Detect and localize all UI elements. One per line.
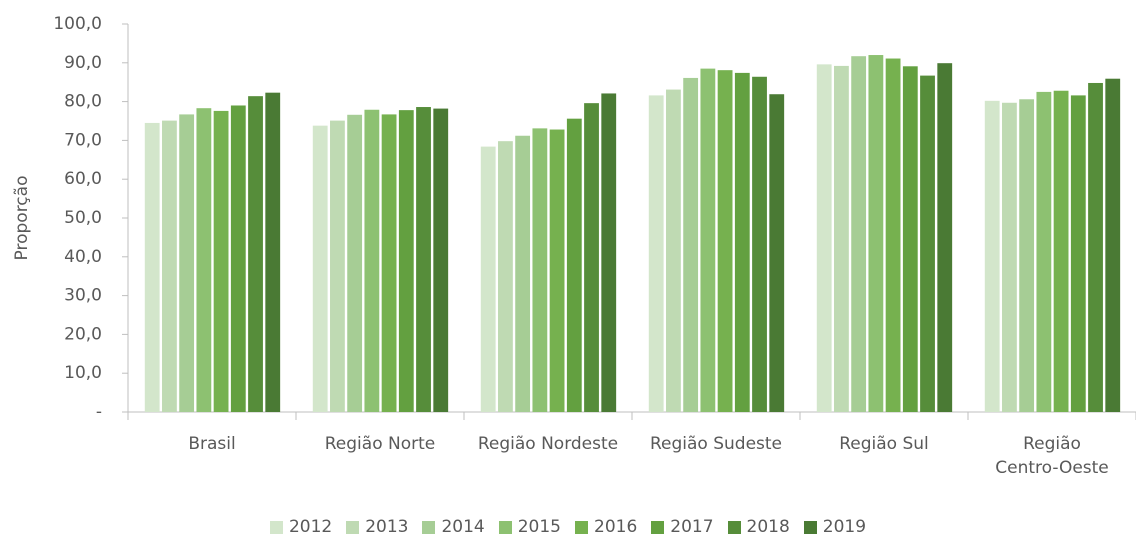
bar: [601, 93, 617, 413]
legend-swatch: [651, 520, 665, 534]
bar: [700, 68, 716, 413]
bar: [196, 108, 212, 413]
y-tick-label: 70,0: [64, 130, 102, 150]
bar: [480, 146, 496, 412]
bar: [498, 141, 513, 412]
bar: [683, 77, 699, 412]
bar: [769, 94, 785, 412]
bar: [330, 120, 345, 412]
bar: [566, 118, 582, 412]
legend-item: 2013: [346, 517, 408, 537]
bar: [851, 56, 867, 412]
legend-swatch: [346, 520, 360, 534]
legend-swatch: [803, 520, 817, 534]
bar: [1053, 90, 1069, 413]
legend-item: 2014: [422, 517, 485, 537]
y-tick-label: 90,0: [64, 53, 102, 73]
y-tick-label: 20,0: [64, 324, 102, 344]
y-tick-label: 30,0: [64, 286, 102, 306]
y-tick-label: 60,0: [64, 169, 102, 189]
y-tick-label: -: [96, 402, 102, 422]
bar: [1105, 78, 1121, 412]
bar: [248, 96, 263, 412]
bar: [230, 105, 246, 412]
bar: [515, 135, 531, 412]
bar: [752, 76, 767, 412]
legend-label: 2019: [822, 517, 867, 537]
bar: [416, 107, 431, 413]
legend-swatch: [422, 520, 436, 534]
legend-swatch: [727, 520, 741, 534]
bar: [1070, 95, 1086, 412]
bar: [648, 95, 664, 412]
bar: [162, 120, 177, 412]
bar: [984, 100, 1000, 412]
legend-label: 2016: [594, 517, 638, 537]
bar: [920, 75, 935, 412]
y-tick-label: 10,0: [64, 363, 102, 383]
y-tick-label: 40,0: [64, 247, 102, 267]
legend-swatch: [575, 520, 588, 534]
legend-label: 2012: [288, 517, 333, 537]
legend-swatch: [498, 520, 512, 534]
bar: [381, 114, 397, 413]
bar: [717, 70, 733, 412]
x-tick-label: Região Nordeste: [477, 434, 619, 454]
y-tick-label: 50,0: [64, 208, 102, 228]
legend-item: 2019: [803, 517, 867, 537]
bar: [433, 108, 449, 413]
legend-item: 2016: [575, 517, 637, 537]
bar: [1002, 102, 1017, 412]
bar: [532, 128, 548, 412]
bar: [734, 72, 750, 412]
bar: [312, 125, 328, 412]
x-tick-label: Brasil: [188, 434, 236, 454]
y-tick-label: 100,0: [53, 14, 102, 34]
legend-item: 2015: [498, 517, 561, 537]
bar: [834, 65, 849, 413]
legend-swatch: [269, 520, 283, 534]
y-tick-label: 80,0: [64, 92, 102, 112]
legend-label: 2017: [670, 517, 714, 537]
bar: [816, 64, 832, 413]
y-axis-label: Proporção: [12, 176, 32, 261]
bar: [213, 110, 229, 413]
bar: [364, 109, 380, 413]
x-tick-label: Região Norte: [324, 434, 436, 454]
bar: [902, 66, 918, 413]
bar: [937, 63, 953, 413]
bar: [1088, 82, 1103, 412]
bar: [398, 110, 414, 413]
legend-label: 2015: [517, 517, 561, 537]
legend-label: 2013: [365, 517, 409, 537]
bar: [549, 129, 565, 412]
x-tick-label: Região Centro-Oeste: [995, 434, 1109, 478]
bar: [1036, 91, 1052, 413]
bar: [885, 58, 901, 412]
legend-item: 2018: [727, 517, 790, 537]
bar: [265, 92, 281, 413]
legend-item: 2012: [269, 517, 333, 537]
bar: [584, 103, 599, 412]
legend-label: 2018: [746, 517, 790, 537]
bar: [1019, 99, 1035, 412]
x-tick-label: Região Sul: [839, 434, 929, 454]
legend-item: 2017: [651, 517, 714, 537]
x-tick-label: Região Sudeste: [649, 434, 783, 454]
bar: [666, 89, 681, 413]
bar: [868, 55, 884, 412]
legend: 2012 2013 2014 2015 2016 2017 2018 2019: [0, 517, 1136, 537]
bar: [179, 114, 195, 413]
bar: [347, 114, 363, 413]
bar: [144, 122, 160, 412]
legend-label: 2014: [441, 517, 485, 537]
